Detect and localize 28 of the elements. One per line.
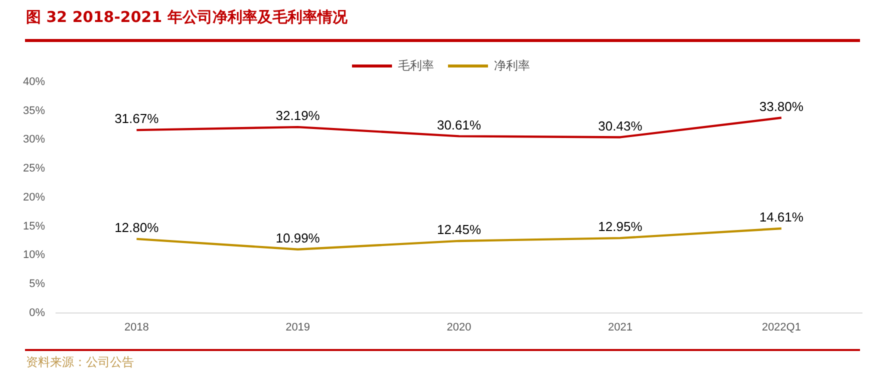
y-tick-label: 0% xyxy=(29,306,46,319)
data-label: 12.95% xyxy=(598,219,643,234)
data-label: 30.43% xyxy=(598,118,643,134)
y-tick-label: 15% xyxy=(22,220,46,232)
data-label: 12.80% xyxy=(114,220,160,236)
x-tick-label: 2018 xyxy=(124,321,149,334)
data-label: 33.80% xyxy=(759,98,804,114)
y-tick-label: 35% xyxy=(22,104,46,117)
y-tick-label: 25% xyxy=(22,162,46,175)
legend-label: 毛利率 xyxy=(398,58,434,72)
y-tick-label: 30% xyxy=(22,134,46,146)
y-tick-label: 5% xyxy=(29,278,46,290)
y-tick-label: 10% xyxy=(22,249,46,262)
data-label: 31.67% xyxy=(114,111,160,126)
y-tick-label: 40% xyxy=(22,76,46,88)
data-label: 14.61% xyxy=(759,210,804,225)
y-tick-label: 20% xyxy=(22,191,46,204)
x-tick-label: 2021 xyxy=(608,321,632,334)
data-label: 12.45% xyxy=(436,222,482,238)
text: 资料来源：公司公告 xyxy=(26,354,134,371)
data-label: 30.61% xyxy=(436,117,482,132)
data-label: 32.19% xyxy=(276,108,320,124)
x-tick-label: 2019 xyxy=(286,321,310,334)
x-tick-label: 2022Q1 xyxy=(762,321,801,334)
legend-label: 净利率 xyxy=(494,58,530,72)
chart-title: 图 32 2018-2021 年公司净利率及毛利率情况 xyxy=(26,8,348,27)
x-tick-label: 2020 xyxy=(446,321,472,334)
data-label: 10.99% xyxy=(276,230,320,246)
